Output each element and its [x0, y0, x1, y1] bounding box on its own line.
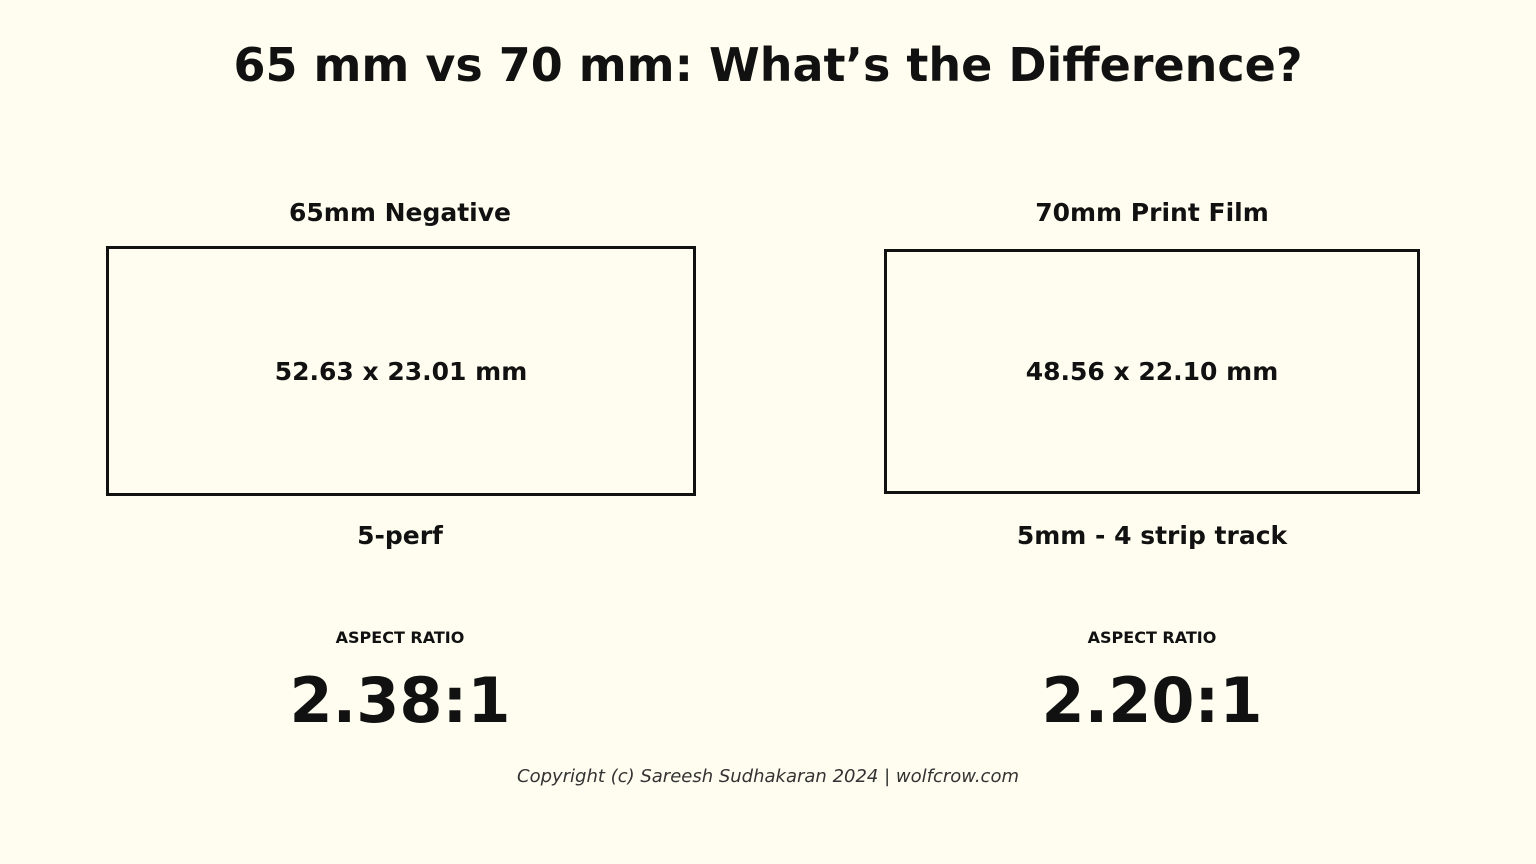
footer: Copyright (c) Sareesh Sudhakaran 2024 | …: [517, 766, 1019, 787]
frame-box: 52.63 x 23.01 mm: [106, 246, 696, 496]
panel-heading: 70mm Print Film: [1035, 198, 1269, 227]
perf: 5mm - 4 strip track: [1016, 521, 1288, 550]
perf: 5-perf: [357, 521, 443, 550]
frame-box: 48.56 x 22.10 mm: [884, 249, 1420, 494]
ratio-label: ASPECT RATIO: [1087, 628, 1217, 647]
ratio: 2.20:1: [1041, 664, 1263, 737]
title: 65 mm vs 70 mm: What’s the Difference?: [233, 38, 1303, 92]
dimensions: 48.56 x 22.10 mm: [1025, 357, 1279, 386]
panel-heading: 65mm Negative: [288, 198, 511, 227]
dimensions: 52.63 x 23.01 mm: [274, 356, 528, 386]
ratio: 2.38:1: [289, 664, 511, 737]
ratio-label: ASPECT RATIO: [335, 628, 465, 647]
